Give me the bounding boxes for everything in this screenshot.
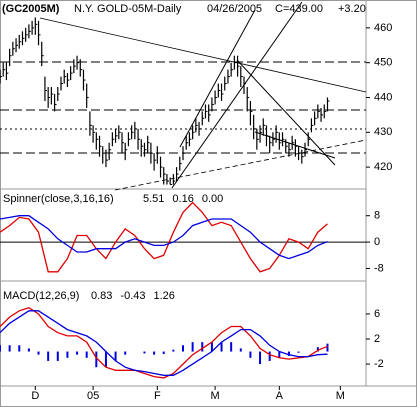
- trend-line: [114, 139, 367, 191]
- histogram-bar: [27, 348, 30, 352]
- readout: -0.43: [120, 290, 145, 302]
- histogram-bar: [0, 345, 1, 352]
- histogram-bar: [85, 351, 88, 358]
- indicator-line: [0, 306, 328, 379]
- x-tick-label: 05: [87, 390, 99, 402]
- y-tick-label: -2: [374, 358, 384, 370]
- histogram-bar: [326, 343, 329, 352]
- histogram-bar: [239, 348, 242, 352]
- histogram-bar: [316, 347, 319, 352]
- histogram-bar: [230, 342, 233, 352]
- histogram-bar: [249, 351, 252, 358]
- histogram-bar: [18, 345, 21, 352]
- histogram-bar: [259, 351, 262, 365]
- y-tick-label: 430: [374, 126, 392, 138]
- histogram-bar: [278, 351, 281, 358]
- histogram-bar: [172, 349, 175, 352]
- readout: 0.16: [172, 193, 193, 205]
- histogram-bar: [153, 351, 156, 355]
- histogram-bar: [124, 351, 127, 355]
- histogram-bar: [220, 342, 223, 352]
- y-tick-label: 2: [374, 333, 380, 345]
- histogram-bar: [162, 351, 165, 355]
- y-tick-label: 440: [374, 91, 392, 103]
- histogram-bar: [114, 351, 117, 361]
- trend-line: [179, 9, 256, 148]
- histogram-bar: [56, 351, 59, 361]
- readout: 5.51: [143, 193, 164, 205]
- date: 04/26/2005: [207, 3, 262, 15]
- indicator-line: [0, 201, 328, 273]
- histogram-bar: [182, 345, 184, 352]
- indicator-title: Spinner(close,3,16,16): [3, 193, 114, 205]
- y-tick-label: 460: [374, 22, 392, 34]
- trend-line: [236, 59, 336, 166]
- x-tick-label: M: [336, 390, 345, 402]
- chart-title: N.Y. GOLD-05M-Daily: [74, 3, 182, 15]
- histogram-bar: [210, 342, 213, 352]
- x-tick-label: D: [31, 390, 39, 402]
- indicator-line: [0, 310, 328, 376]
- histogram-bar: [268, 351, 271, 361]
- last-price: C=439.00: [275, 3, 323, 15]
- readout: 0.83: [91, 290, 112, 302]
- x-tick-label: F: [154, 390, 161, 402]
- x-tick-label: A: [276, 390, 284, 402]
- y-tick-label: 420: [374, 161, 392, 173]
- histogram-bar: [287, 351, 290, 356]
- trend-line: [171, 1, 303, 189]
- histogram-bar: [191, 342, 194, 352]
- x-tick-label: M: [211, 390, 220, 402]
- indicator-title: MACD(12,26,9): [3, 290, 79, 302]
- price-change: +3.20: [338, 3, 366, 15]
- histogram-bar: [76, 351, 79, 355]
- y-tick-label: 8: [374, 210, 380, 222]
- trend-lines: [0, 1, 367, 191]
- histogram-bar: [8, 345, 11, 352]
- histogram-bar: [47, 351, 50, 361]
- readout: 0.00: [202, 193, 223, 205]
- histogram-bar: [143, 351, 146, 354]
- histogram-bar: [104, 351, 107, 368]
- indicator-line: [0, 215, 328, 260]
- trend-line: [39, 17, 367, 93]
- histogram-bar: [37, 351, 40, 355]
- histogram-bar: [297, 351, 300, 353]
- y-tick-label: 450: [374, 57, 392, 69]
- y-tick-label: 0: [374, 236, 380, 248]
- y-tick-label: -8: [374, 262, 384, 274]
- y-tick-label: 6: [374, 308, 380, 320]
- histogram-bar: [66, 351, 69, 358]
- readout: 1.26: [154, 290, 175, 302]
- symbol: (GC2005M): [2, 3, 60, 15]
- histogram-bar: [201, 342, 204, 352]
- histogram-bar: [95, 351, 98, 368]
